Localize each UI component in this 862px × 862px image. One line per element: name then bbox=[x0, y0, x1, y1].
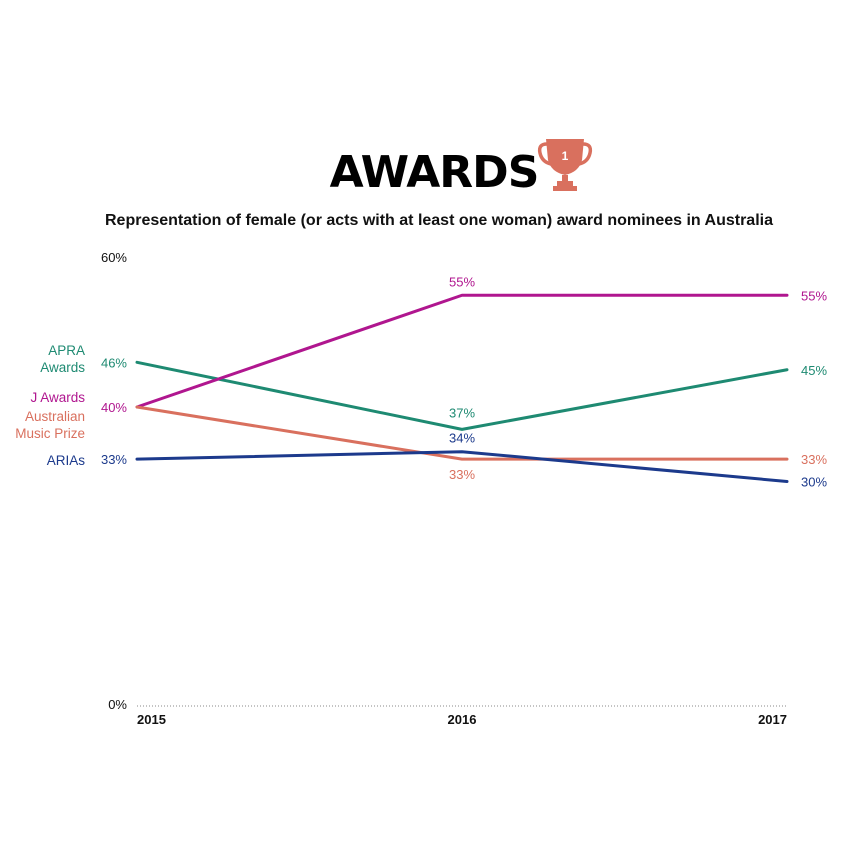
series-name-label: Australian bbox=[25, 409, 85, 424]
chart-title: AWARDS bbox=[330, 147, 539, 198]
x-axis-labels: 2015 2016 2017 bbox=[137, 712, 787, 727]
data-label: 46% bbox=[101, 355, 127, 370]
series-name-label: J Awards bbox=[30, 390, 85, 405]
chart-subtitle: Representation of female (or acts with a… bbox=[105, 212, 773, 229]
series-line bbox=[135, 360, 789, 431]
y-tick-label: 0% bbox=[108, 697, 127, 712]
data-label: 55% bbox=[801, 288, 827, 303]
series-name-labels: APRA Awards J Awards Australian Music Prize A… bbox=[15, 343, 85, 468]
data-label: 33% bbox=[449, 467, 475, 482]
data-label: 37% bbox=[449, 405, 475, 420]
data-labels: 46% 37% 45% 40% 55% 55% 33% 33% 33% 34% 30% bbox=[101, 274, 827, 489]
y-tick-label: 60% bbox=[101, 250, 127, 265]
data-label: 45% bbox=[801, 363, 827, 378]
series-name-label: Music Prize bbox=[15, 426, 85, 441]
y-axis-labels: 60% 0% bbox=[101, 250, 127, 712]
trophy-number: 1 bbox=[562, 149, 569, 163]
x-tick-label: 2017 bbox=[758, 712, 787, 727]
data-label: 40% bbox=[101, 400, 127, 415]
data-label: 33% bbox=[101, 452, 127, 467]
series-line bbox=[135, 405, 789, 461]
trophy-icon: 1 bbox=[537, 139, 593, 191]
series-lines bbox=[135, 293, 789, 483]
series-name-label: ARIAs bbox=[47, 453, 86, 468]
series-name-label: Awards bbox=[40, 360, 85, 375]
chart-title-group: AWARDS 1 bbox=[330, 139, 593, 198]
data-label: 33% bbox=[801, 452, 827, 467]
x-tick-label: 2015 bbox=[137, 712, 166, 727]
data-label: 34% bbox=[449, 431, 475, 446]
series-line bbox=[135, 450, 789, 483]
x-tick-label: 2016 bbox=[448, 712, 477, 727]
data-label: 55% bbox=[449, 274, 475, 289]
data-label: 30% bbox=[801, 475, 827, 490]
series-name-label: APRA bbox=[48, 343, 85, 358]
series-line bbox=[135, 293, 789, 409]
